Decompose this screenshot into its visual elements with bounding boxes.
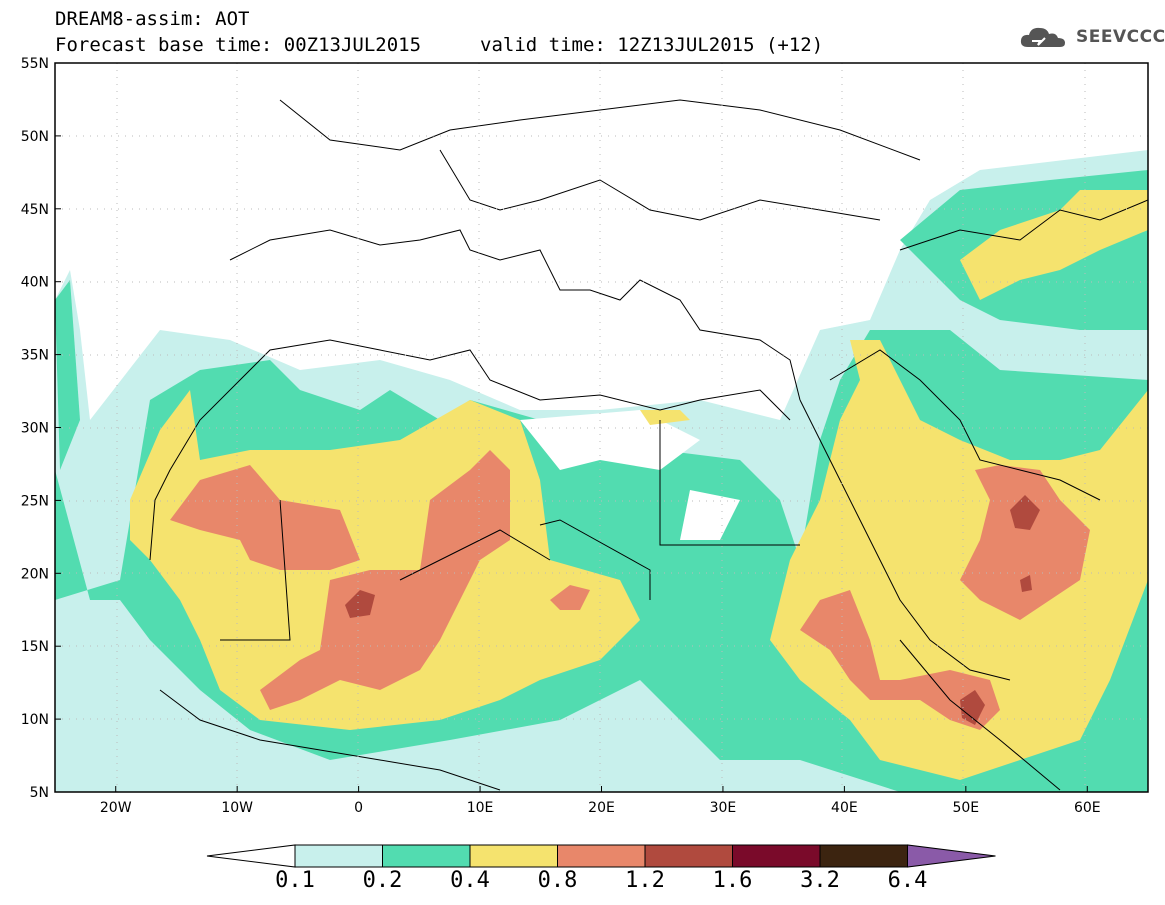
logo-text: SEEVCCC: [1076, 27, 1165, 47]
lat-tick-label: 20N: [21, 566, 49, 582]
colorbar-low-arrow: [206, 844, 296, 868]
longitude-axis: 20W 10W 0 10E 20E 30E 40E 50E 60E: [100, 786, 1101, 816]
colorbar-segment: [644, 844, 733, 868]
colorbar-segment: [819, 844, 908, 868]
colorbar-segment: [557, 844, 646, 868]
forecast-base-time: Forecast base time: 00Z13JUL2015: [55, 34, 422, 56]
lat-tick-label: 40N: [21, 275, 49, 291]
colorbar-high-arrow: [907, 844, 996, 868]
lat-tick-label: 30N: [21, 421, 49, 437]
latitude-axis: 55N 50N 45N 40N 35N 30N 25N 20N 15N 10N 5N: [21, 56, 61, 801]
lon-tick-label: 20E: [588, 800, 615, 816]
lat-tick-label: 50N: [21, 129, 49, 145]
lat-tick-label: 25N: [21, 493, 49, 509]
colorbar-level-label: 3.2: [800, 868, 840, 893]
lat-tick-label: 55N: [21, 56, 49, 72]
colorbar-level-label: 1.6: [712, 868, 753, 893]
lat-tick-label: 45N: [21, 202, 49, 218]
lat-tick-label: 35N: [21, 348, 49, 364]
colorbar: [206, 844, 996, 868]
lon-tick-label: 20W: [100, 800, 132, 816]
lat-tick-label: 15N: [21, 639, 49, 655]
lon-tick-label: 60E: [1074, 800, 1101, 816]
colorbar-level-label: 0.8: [537, 868, 578, 893]
lon-tick-label: 50E: [952, 800, 979, 816]
lat-tick-label: 5N: [30, 785, 49, 801]
colorbar-segment: [469, 844, 558, 868]
colorbar-level-label: 0.4: [450, 868, 490, 893]
colorbar-segment: [294, 844, 383, 868]
seevccc-logo: SEEVCCC: [1018, 22, 1165, 52]
lon-tick-label: 0: [354, 800, 363, 816]
lon-tick-label: 40E: [831, 800, 858, 816]
valid-time: valid time: 12Z13JUL2015 (+12): [480, 34, 824, 56]
cloud-icon: [1020, 27, 1065, 47]
lon-tick-label: 10E: [467, 800, 494, 816]
map-title: DREAM8-assim: AOT: [55, 8, 250, 30]
colorbar-level-label: 1.2: [625, 868, 665, 893]
lon-tick-label: 10W: [221, 800, 253, 816]
colorbar-level-label: 0.2: [362, 868, 403, 893]
colorbar-level-label: 0.1: [275, 868, 315, 893]
colorbar-segment: [382, 844, 471, 868]
colorbar-segment: [732, 844, 821, 868]
lat-tick-label: 10N: [21, 712, 49, 728]
colorbar-level-label: 6.4: [887, 868, 928, 893]
lon-tick-label: 30E: [710, 800, 737, 816]
aot-field: [55, 63, 1148, 792]
